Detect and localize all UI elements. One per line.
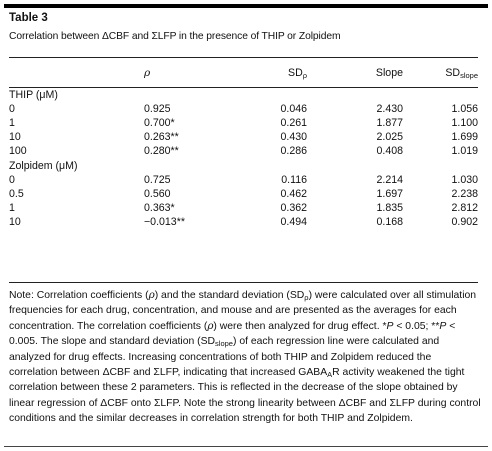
table-row: 0 0.725 0.116 2.214 1.030 bbox=[9, 174, 478, 186]
group-row-zolpidem: Zolpidem (μM) bbox=[9, 159, 78, 172]
table-row: 1 0.363* 0.362 1.835 2.812 bbox=[9, 202, 478, 214]
correlation-table: ρ SDρ Slope SDslope THIP (μM) 0 0.925 0.… bbox=[9, 58, 478, 229]
header-sd-rho: SDρ bbox=[288, 66, 307, 80]
table-row: 10 0.263** 0.430 2.025 1.699 bbox=[9, 131, 478, 143]
table-row: 0.5 0.560 0.462 1.697 2.238 bbox=[9, 188, 478, 200]
header-top-rule bbox=[9, 57, 478, 58]
page-bottom-rule bbox=[4, 446, 488, 447]
header-sd-slope: SDslope bbox=[445, 66, 478, 80]
group-row-thip: THIP (μM) bbox=[9, 88, 58, 101]
header-bottom-rule bbox=[9, 87, 478, 88]
table-label: Table 3 bbox=[9, 12, 48, 24]
header-blank bbox=[9, 58, 144, 87]
header-rho: ρ bbox=[144, 66, 151, 79]
table-row: 10 −0.013** 0.494 0.168 0.902 bbox=[9, 216, 478, 228]
table-row: 100 0.280** 0.286 0.408 1.019 bbox=[9, 145, 478, 157]
table-bottom-rule bbox=[9, 282, 478, 283]
top-rule bbox=[4, 4, 488, 8]
table-caption: Correlation between ΔCBF and ΣLFP in the… bbox=[9, 31, 341, 42]
table-row: 0 0.925 0.046 2.430 1.056 bbox=[9, 103, 478, 115]
table-note: Note: Correlation coefficients (ρ) and t… bbox=[9, 289, 481, 425]
header-slope: Slope bbox=[375, 66, 403, 79]
header-row: ρ SDρ Slope SDslope bbox=[9, 58, 478, 87]
table-row: 1 0.700* 0.261 1.877 1.100 bbox=[9, 117, 478, 129]
